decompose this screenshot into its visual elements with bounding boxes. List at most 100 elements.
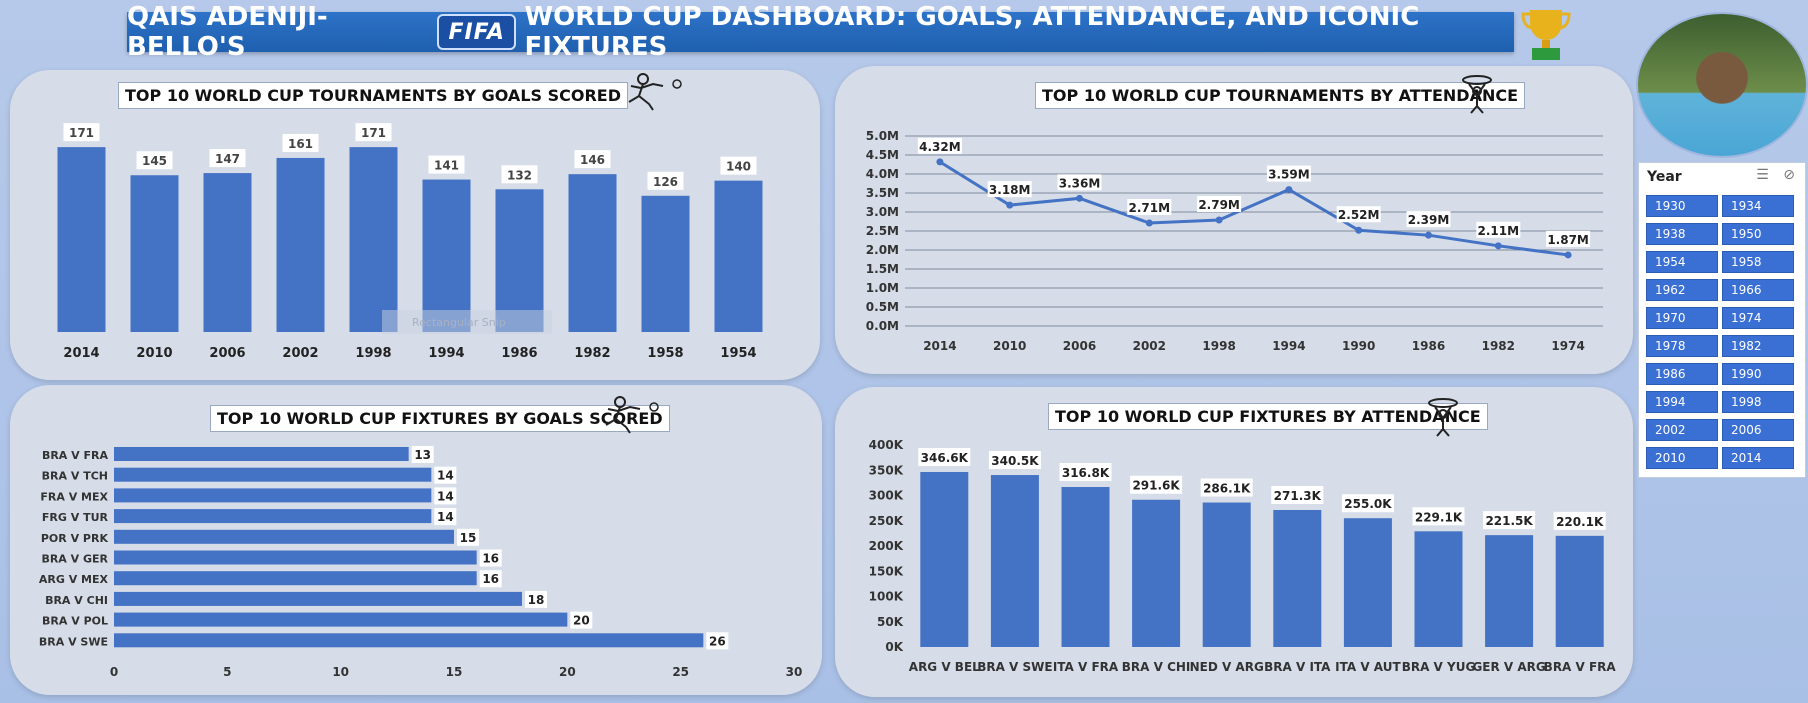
slicer-item-1930[interactable]: 1930 <box>1646 195 1718 217</box>
x-tick-label: 1994 <box>1272 339 1305 353</box>
slicer-item-1990[interactable]: 1990 <box>1722 363 1794 385</box>
x-tick-label: 1998 <box>355 346 391 361</box>
multi-select-icon[interactable]: ☰ <box>1756 167 1769 183</box>
data-label-box <box>1266 165 1311 182</box>
data-label: 255.0K <box>1344 497 1392 511</box>
x-tick-label: 1974 <box>1551 339 1584 353</box>
data-point <box>1145 219 1153 227</box>
data-label: 171 <box>361 126 386 140</box>
data-label: 14 <box>437 469 454 483</box>
slicer-item-2014[interactable]: 2014 <box>1722 447 1794 469</box>
data-label: 1.87M <box>1547 233 1589 247</box>
data-label: 14 <box>437 510 454 524</box>
y-tick-label: BRA V GER <box>41 553 108 566</box>
y-tick-label: 2.5M <box>866 224 899 238</box>
slicer-item-1938[interactable]: 1938 <box>1646 223 1718 245</box>
slicer-item-2006[interactable]: 2006 <box>1722 419 1794 441</box>
crowd-icon <box>1428 398 1458 437</box>
slicer-item-1978[interactable]: 1978 <box>1646 335 1718 357</box>
data-label: 2.71M <box>1129 201 1171 215</box>
data-label-box <box>501 165 538 184</box>
slicer-item-1962[interactable]: 1962 <box>1646 279 1718 301</box>
data-label: 26 <box>709 634 726 648</box>
slicer-item-1958[interactable]: 1958 <box>1722 251 1794 273</box>
data-label: 291.6K <box>1132 479 1180 493</box>
data-label-box <box>706 632 729 650</box>
data-label: 13 <box>414 448 431 462</box>
data-label: 140 <box>726 160 751 174</box>
chart3-title: TOP 10 WORLD CUP FIXTURES BY GOALS SCORE… <box>210 405 670 432</box>
slicer-item-1986[interactable]: 1986 <box>1646 363 1718 385</box>
bar <box>1485 535 1534 647</box>
bar <box>114 447 409 461</box>
bar <box>422 179 471 332</box>
slicer-item-1974[interactable]: 1974 <box>1722 307 1794 329</box>
dashboard-title-bar: QAIS ADENIJI-BELLO'S FIFA WORLD CUP DASH… <box>127 2 1514 62</box>
slicer-item-1998[interactable]: 1998 <box>1722 391 1794 413</box>
panel-fixtures-goals: TOP 10 WORLD CUP FIXTURES BY GOALS SCORE… <box>10 385 822 695</box>
chart4-svg: 0K 50K 100K 150K 200K 250K 300K 350K 400K 346.6K A… <box>869 438 1617 674</box>
y-tick-label: 0.5M <box>866 300 899 314</box>
x-tick-label: 2002 <box>1133 339 1166 353</box>
x-tick-label: 1982 <box>1482 339 1515 353</box>
data-label-box <box>720 156 757 175</box>
x-tick-label: 2002 <box>282 346 318 361</box>
data-label-box <box>1130 475 1183 494</box>
data-label-box <box>1483 511 1536 530</box>
x-tick-label: BRA V SWE <box>977 660 1052 674</box>
y-tick-label: BRA V CHI <box>45 594 108 607</box>
slicer-item-1982[interactable]: 1982 <box>1722 335 1794 357</box>
data-label-box <box>434 487 457 505</box>
x-tick-label: 30 <box>786 665 803 679</box>
data-label-box <box>1271 485 1324 504</box>
slicer-item-2002[interactable]: 2002 <box>1646 419 1718 441</box>
bar <box>114 612 568 627</box>
y-tick-label: BRA V SWE <box>39 635 108 648</box>
data-point <box>1006 201 1014 209</box>
data-label-box <box>457 528 479 546</box>
data-label: 15 <box>460 531 477 545</box>
slicer-item-1970[interactable]: 1970 <box>1646 307 1718 329</box>
data-point <box>1076 194 1083 202</box>
slicer-item-1950[interactable]: 1950 <box>1722 223 1794 245</box>
data-label: 340.5K <box>991 454 1039 468</box>
footballer-icon <box>628 73 682 111</box>
data-label-box <box>63 123 100 142</box>
bar <box>1132 499 1181 647</box>
bar <box>349 147 398 332</box>
y-tick-label: 350K <box>869 463 904 477</box>
slicer-item-1966[interactable]: 1966 <box>1722 279 1794 301</box>
data-label: 2.11M <box>1478 224 1520 238</box>
y-tick-label: 2.0M <box>866 243 899 257</box>
data-label-box <box>917 137 962 154</box>
x-tick-label: 1986 <box>1412 339 1445 353</box>
bar <box>114 633 704 648</box>
data-label: 146 <box>580 153 605 167</box>
slicer-item-1994[interactable]: 1994 <box>1646 391 1718 413</box>
title-right: WORLD CUP DASHBOARD: GOALS, ATTENDANCE, … <box>524 2 1420 62</box>
x-tick-label: 1954 <box>720 346 756 361</box>
data-label: 3.18M <box>989 183 1031 197</box>
clear-filter-icon[interactable]: ⊘ <box>1783 167 1795 183</box>
data-label-box <box>1406 211 1451 228</box>
bar <box>114 509 432 524</box>
slicer-item-2010[interactable]: 2010 <box>1646 447 1718 469</box>
x-tick-label: 2010 <box>136 346 172 361</box>
data-label-box <box>1553 511 1606 530</box>
slicer-item-1954[interactable]: 1954 <box>1646 251 1718 273</box>
data-label: 16 <box>482 572 499 586</box>
data-label: 286.1K <box>1203 482 1251 496</box>
data-label: 346.6K <box>921 451 969 465</box>
data-label-box <box>1197 195 1242 212</box>
slicer-item-1934[interactable]: 1934 <box>1722 195 1794 217</box>
y-tick-label: 3.0M <box>866 205 899 219</box>
bar <box>1061 487 1110 647</box>
data-point <box>1425 231 1432 239</box>
x-tick-label: 5 <box>223 665 231 679</box>
y-tick-label: 400K <box>869 438 904 452</box>
data-point <box>936 158 944 166</box>
data-label: 3.59M <box>1268 168 1310 182</box>
data-label: 18 <box>528 593 545 607</box>
panel-tournaments-goals: TOP 10 WORLD CUP TOURNAMENTS BY GOALS SC… <box>10 70 820 380</box>
bar <box>57 147 106 332</box>
